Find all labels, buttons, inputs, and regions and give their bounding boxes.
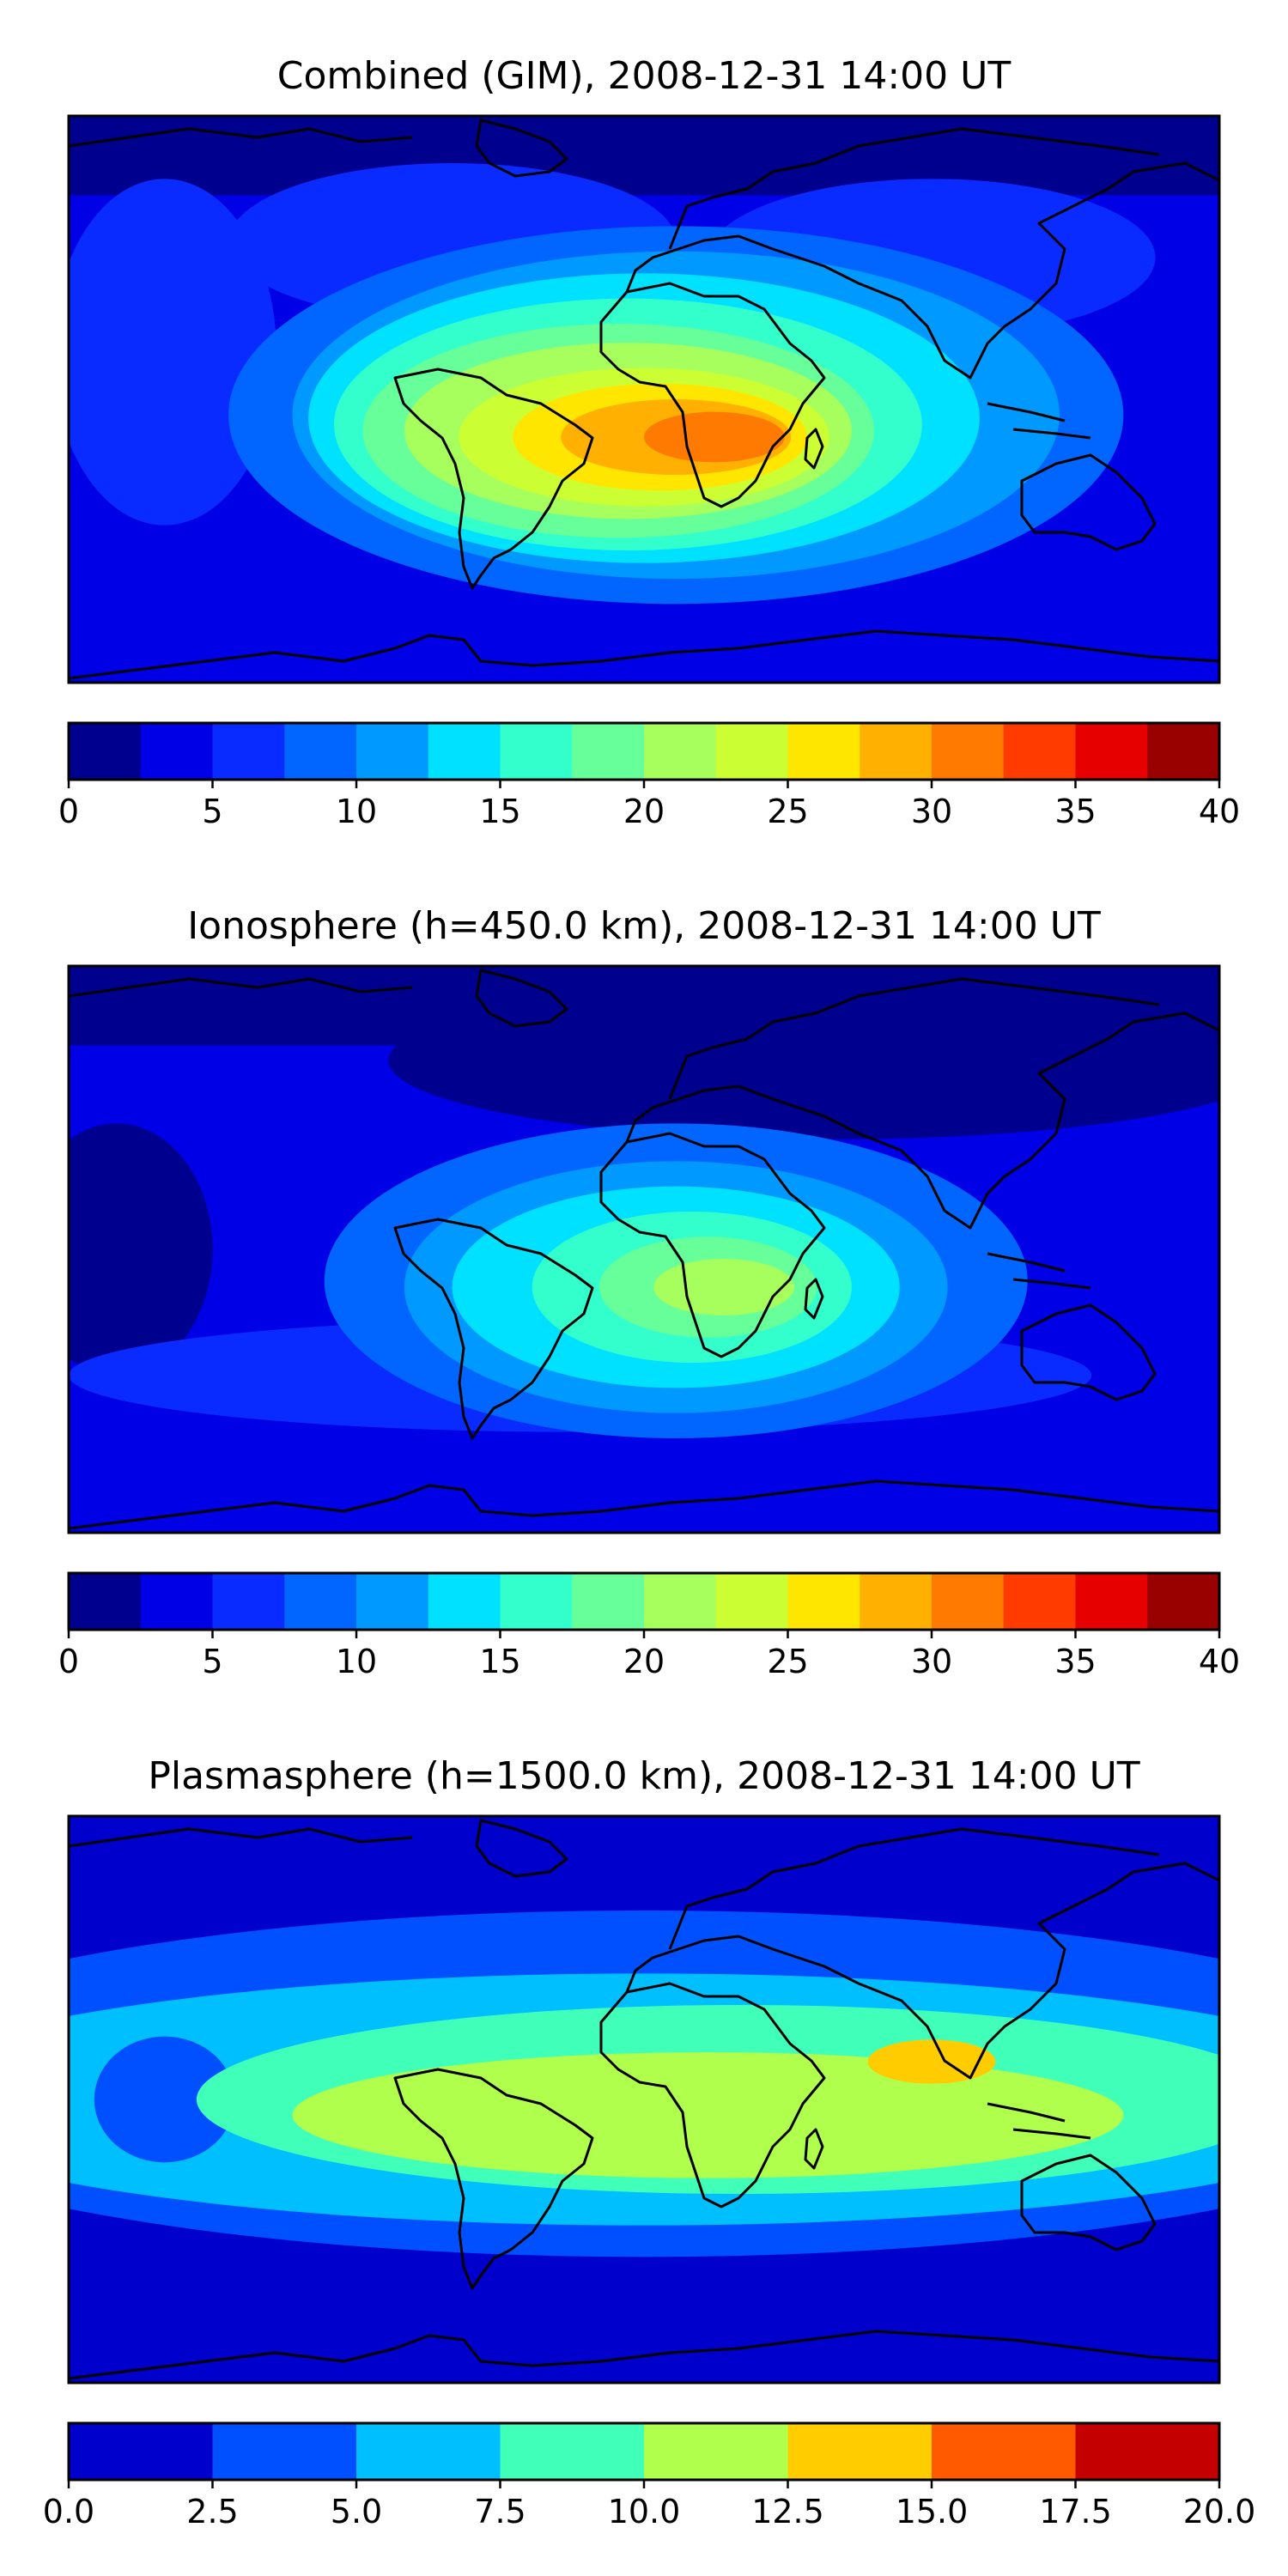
colorbar-tick-label: 35 (1054, 793, 1096, 830)
colorbar-segment (500, 2423, 645, 2480)
colorbar-segment (860, 723, 933, 780)
colorbar-segment (787, 1573, 860, 1630)
colorbar-tick-label: 25 (767, 793, 808, 830)
contour-region (644, 411, 785, 463)
contour-region (94, 2036, 235, 2163)
colorbar: 0 5 10 15 20 25 30 35 40 (58, 1571, 1240, 1680)
colorbar-tick-label: 40 (1199, 793, 1240, 830)
colorbar-tick-label: 5 (202, 1643, 222, 1680)
colorbar-segment (715, 1573, 788, 1630)
colorbar-tick-label: 20 (623, 1643, 665, 1680)
colorbar-segment (212, 723, 285, 780)
colorbar-segment (787, 2423, 933, 2480)
colorbar-tick-label: 10.0 (608, 2493, 681, 2530)
colorbar-segment (140, 723, 213, 780)
colorbar-segment (787, 723, 860, 780)
colorbar-segment (212, 1573, 285, 1630)
colorbar-tick-label: 20 (623, 793, 665, 830)
colorbar-tick-label: 20.0 (1183, 2493, 1256, 2530)
colorbar-segment (1075, 2423, 1220, 2480)
colorbar-segment (1003, 1573, 1076, 1630)
colorbar-tick-label: 10 (336, 1643, 377, 1680)
colorbar-segment (1147, 1573, 1220, 1630)
colorbar-segment (500, 723, 573, 780)
contour-region (867, 2039, 996, 2084)
colorbar-tick-label: 15 (479, 793, 520, 830)
contour-field (69, 966, 1219, 1533)
map-frame (67, 964, 1221, 1534)
colorbar-segment (860, 1573, 933, 1630)
chart-title: Plasmasphere (h=1500.0 km), 2008-12-31 1… (148, 1754, 1139, 1798)
colorbar-segment (356, 1573, 429, 1630)
map-frame (67, 114, 1221, 684)
contour-region (69, 179, 276, 526)
colorbar-segment (140, 1573, 213, 1630)
colorbar-tick-label: 30 (911, 1643, 952, 1680)
colorbar-segment (428, 723, 501, 780)
contour-field (69, 116, 1219, 683)
chart-title: Combined (GIM), 2008-12-31 14:00 UT (277, 54, 1012, 98)
panel-plasmasphere: Plasmasphere (h=1500.0 km), 2008-12-31 1… (43, 1754, 1256, 2530)
colorbar-segment (644, 723, 717, 780)
colorbar-segment (644, 2423, 788, 2480)
colorbar-segment (715, 723, 788, 780)
colorbar-segment (356, 723, 429, 780)
colorbar-segment (644, 1573, 717, 1630)
colorbar-tick-label: 30 (911, 793, 952, 830)
colorbar-segment (932, 723, 1005, 780)
contour-north-band (69, 116, 1219, 196)
contour-region (653, 1259, 794, 1315)
colorbar-segment (932, 1573, 1005, 1630)
colorbar-segment (69, 1573, 142, 1630)
chart-title: Ionosphere (h=450.0 km), 2008-12-31 14:0… (187, 904, 1101, 948)
contour-field (69, 1816, 1219, 2383)
colorbar-tick-label: 0.0 (43, 2493, 94, 2530)
colorbar-segment (212, 2423, 357, 2480)
colorbar-tick-label: 2.5 (186, 2493, 238, 2530)
colorbar-segment (69, 723, 142, 780)
colorbar-tick-label: 35 (1054, 1643, 1096, 1680)
colorbar-tick-label: 17.5 (1039, 2493, 1112, 2530)
colorbar-segment (1075, 723, 1148, 780)
colorbar-segment (356, 2423, 501, 2480)
colorbar-tick-label: 0 (58, 1643, 79, 1680)
panel-combined: Combined (GIM), 2008-12-31 14:00 UT 0 5 10… (58, 54, 1240, 830)
colorbar-segment (428, 1573, 501, 1630)
colorbar-tick-label: 40 (1199, 1643, 1240, 1680)
colorbar-tick-label: 12.5 (751, 2493, 824, 2530)
colorbar-tick-label: 5 (202, 793, 222, 830)
colorbar-segment (1003, 723, 1076, 780)
colorbar-segment (500, 1573, 573, 1630)
colorbar-segment (932, 2423, 1076, 2480)
colorbar-tick-label: 15 (479, 1643, 520, 1680)
colorbar: 0.0 2.5 5.0 7.5 10.0 12.5 15.0 17.5 20.0 (43, 2421, 1256, 2530)
colorbar-segment (69, 2423, 213, 2480)
colorbar-tick-label: 25 (767, 1643, 808, 1680)
colorbar-segment (284, 723, 357, 780)
map-frame (67, 1814, 1221, 2385)
colorbar-segment (284, 1573, 357, 1630)
colorbar-tick-label: 15.0 (896, 2493, 969, 2530)
colorbar-segment (572, 723, 645, 780)
contour-region (292, 2052, 1124, 2178)
colorbar-tick-label: 10 (336, 793, 377, 830)
colorbar: 0 5 10 15 20 25 30 35 40 (58, 721, 1240, 830)
panel-ionosphere: Ionosphere (h=450.0 km), 2008-12-31 14:0… (58, 904, 1240, 1680)
colorbar-segment (1075, 1573, 1148, 1630)
contour-region (69, 1123, 213, 1376)
colorbar-segment (1147, 723, 1220, 780)
colorbar-tick-label: 0 (58, 793, 79, 830)
colorbar-segment (572, 1573, 645, 1630)
colorbar-tick-label: 7.5 (474, 2493, 526, 2530)
contour-region (388, 981, 1219, 1139)
colorbar-tick-label: 5.0 (331, 2493, 382, 2530)
